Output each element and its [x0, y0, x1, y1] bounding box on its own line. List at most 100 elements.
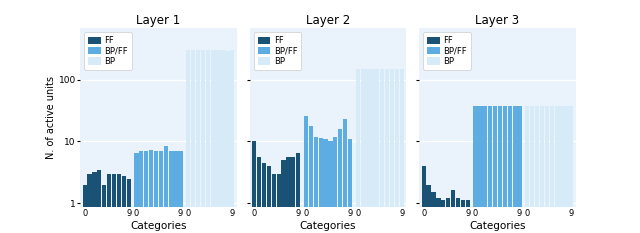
Bar — [333, 137, 337, 233]
Bar — [426, 185, 431, 233]
Bar — [154, 151, 158, 233]
Title: Layer 3: Layer 3 — [476, 14, 520, 27]
Bar — [554, 106, 559, 233]
Bar — [92, 172, 97, 233]
Bar — [186, 50, 191, 233]
Bar — [328, 141, 333, 233]
Bar — [400, 69, 404, 233]
Bar — [431, 192, 436, 233]
Bar — [513, 106, 516, 233]
Bar — [503, 106, 507, 233]
Bar — [446, 198, 451, 233]
Bar — [144, 151, 148, 233]
Bar — [461, 200, 465, 233]
Bar — [205, 50, 210, 233]
Bar — [390, 69, 394, 233]
Bar — [286, 158, 291, 233]
Bar — [422, 166, 426, 233]
Bar — [550, 106, 554, 233]
Bar — [201, 50, 205, 233]
Bar — [88, 174, 92, 233]
Bar — [545, 106, 549, 233]
Bar — [488, 106, 492, 233]
Bar — [179, 151, 182, 233]
Bar — [271, 174, 276, 233]
Bar — [127, 178, 131, 233]
Bar — [107, 174, 111, 233]
Bar — [508, 106, 512, 233]
Bar — [456, 198, 460, 233]
Bar — [451, 190, 455, 233]
Bar — [478, 106, 483, 233]
Bar — [530, 106, 534, 233]
Bar — [441, 200, 445, 233]
Bar — [230, 50, 234, 233]
Bar — [517, 106, 522, 233]
Bar — [257, 158, 261, 233]
Bar — [211, 50, 215, 233]
Bar — [196, 50, 200, 233]
Bar — [267, 166, 271, 233]
Bar — [540, 106, 544, 233]
Bar — [465, 200, 470, 233]
Bar — [97, 170, 102, 233]
Bar — [140, 151, 143, 233]
Title: Layer 2: Layer 2 — [306, 14, 350, 27]
Bar — [134, 153, 139, 233]
Bar — [173, 151, 178, 233]
X-axis label: Categories: Categories — [130, 221, 187, 230]
Bar — [282, 160, 285, 233]
Bar — [535, 106, 540, 233]
Bar — [375, 69, 380, 233]
Bar — [159, 151, 163, 233]
Bar — [343, 119, 348, 233]
Title: Layer 1: Layer 1 — [136, 14, 180, 27]
Bar — [569, 106, 573, 233]
Bar — [498, 106, 502, 233]
Bar — [164, 146, 168, 233]
Bar — [564, 106, 568, 233]
Bar — [356, 69, 360, 233]
Bar — [483, 106, 488, 233]
Bar — [216, 50, 220, 233]
Bar — [149, 150, 153, 233]
Bar — [436, 198, 440, 233]
Bar — [191, 50, 195, 233]
Bar — [380, 69, 385, 233]
Bar — [365, 69, 370, 233]
Bar — [83, 185, 87, 233]
Bar — [168, 151, 173, 233]
Y-axis label: N. of active units: N. of active units — [46, 76, 56, 159]
Legend: FF, BP/FF, BP: FF, BP/FF, BP — [423, 32, 471, 70]
Bar — [559, 106, 564, 233]
Bar — [291, 158, 296, 233]
Bar — [220, 50, 225, 233]
X-axis label: Categories: Categories — [469, 221, 526, 230]
Bar — [360, 69, 365, 233]
Bar — [385, 69, 389, 233]
Bar — [371, 69, 374, 233]
Bar — [493, 106, 497, 233]
Bar — [323, 139, 328, 233]
Bar — [304, 116, 308, 233]
Bar — [338, 129, 342, 233]
Bar — [112, 174, 116, 233]
Bar — [296, 153, 300, 233]
Legend: FF, BP/FF, BP: FF, BP/FF, BP — [253, 32, 301, 70]
Bar — [525, 106, 529, 233]
Bar — [348, 139, 352, 233]
Bar — [252, 141, 256, 233]
Legend: FF, BP/FF, BP: FF, BP/FF, BP — [84, 32, 132, 70]
X-axis label: Categories: Categories — [300, 221, 356, 230]
Bar — [225, 51, 230, 233]
Bar — [276, 174, 281, 233]
Bar — [319, 138, 323, 233]
Bar — [314, 137, 318, 233]
Bar — [474, 106, 477, 233]
Bar — [116, 174, 121, 233]
Bar — [122, 175, 126, 233]
Bar — [308, 126, 313, 233]
Bar — [102, 185, 106, 233]
Bar — [262, 163, 266, 233]
Bar — [395, 69, 399, 233]
